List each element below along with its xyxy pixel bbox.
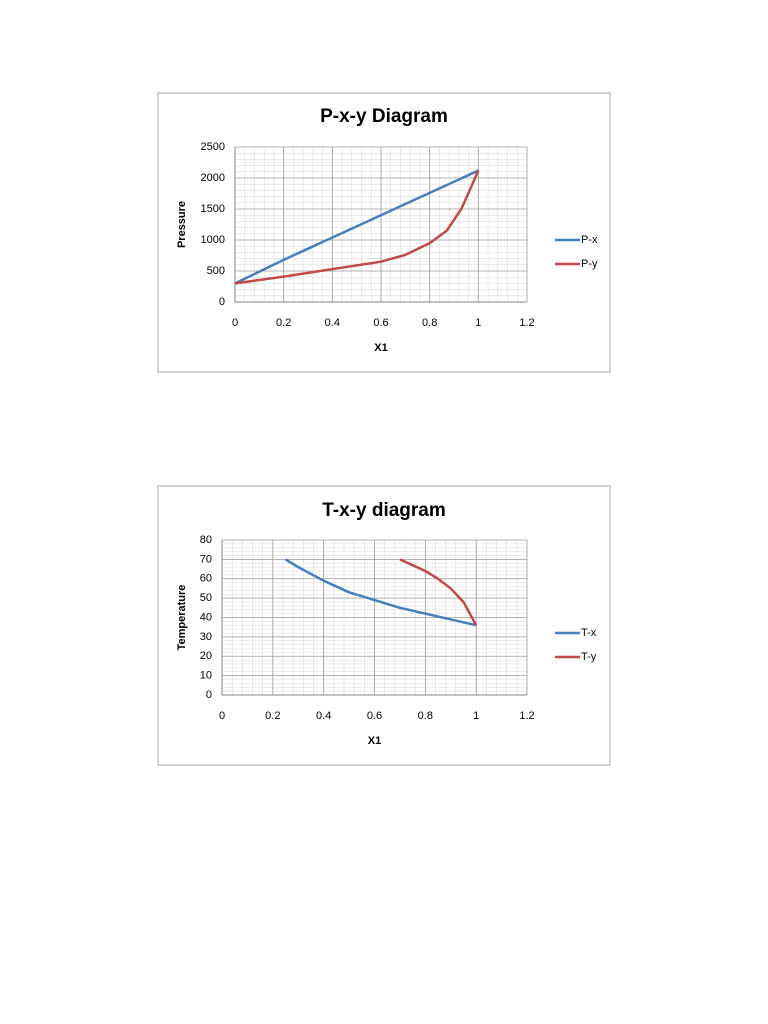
data-line	[399, 558, 478, 626]
x-axis-title: X1	[374, 342, 387, 354]
y-tick-label: 20	[200, 650, 212, 662]
data-line	[234, 170, 480, 285]
y-tick-label: 10	[200, 670, 212, 682]
y-tick-label: 70	[200, 553, 212, 565]
chart: 0 0.2 0.4 0.6 0.8 1 1.2 0 500 1000 1500 2000 2500 P-x…	[157, 92, 611, 373]
x-tick-label: 0	[219, 710, 225, 722]
x-tick-label: 1.2	[519, 710, 534, 722]
chart-frame	[157, 92, 611, 373]
x-tick-label: 1	[475, 317, 481, 329]
y-tick-label: 0	[219, 296, 225, 308]
x-tick-label: 0.8	[418, 710, 433, 722]
y-tick-label: 40	[200, 611, 212, 623]
x-tick-label: 0.2	[276, 317, 291, 329]
x-axis-title: X1	[368, 735, 381, 747]
legend-label: P-x	[581, 234, 598, 246]
data-line	[234, 169, 479, 285]
x-tick-label: 0	[232, 317, 238, 329]
y-tick-label: 1500	[201, 203, 225, 215]
y-tick-label: 60	[200, 573, 212, 585]
y-tick-label: 80	[200, 534, 212, 546]
x-tick-label: 0.8	[422, 317, 437, 329]
x-tick-label: 0.6	[373, 317, 388, 329]
chart-title: P-x-y Diagram	[320, 106, 448, 127]
y-axis-title: Pressure	[176, 201, 188, 248]
y-axis-title: Temperature	[176, 585, 188, 651]
legend-label: T-x	[581, 627, 597, 639]
y-tick-label: 1000	[201, 234, 225, 246]
y-tick-label: 30	[200, 631, 212, 643]
data-line	[284, 558, 477, 627]
chart: 0 0.2 0.4 0.6 0.8 1 1.2 0 10 20 30 40 50 60 70 80 T-x-y …	[157, 485, 611, 766]
y-tick-label: 2000	[201, 172, 225, 184]
legend-label: P-y	[581, 258, 598, 270]
y-tick-label: 50	[200, 592, 212, 604]
y-tick-label: 0	[206, 689, 212, 701]
x-tick-label: 0.4	[316, 710, 331, 722]
y-tick-label: 500	[207, 265, 225, 277]
x-tick-label: 0.4	[325, 317, 340, 329]
x-tick-label: 1	[473, 710, 479, 722]
x-tick-label: 0.6	[367, 710, 382, 722]
legend-label: T-y	[581, 651, 597, 663]
x-tick-label: 0.2	[265, 710, 280, 722]
x-tick-label: 1.2	[519, 317, 534, 329]
y-tick-label: 2500	[201, 141, 225, 153]
chart-title: T-x-y diagram	[322, 500, 446, 521]
